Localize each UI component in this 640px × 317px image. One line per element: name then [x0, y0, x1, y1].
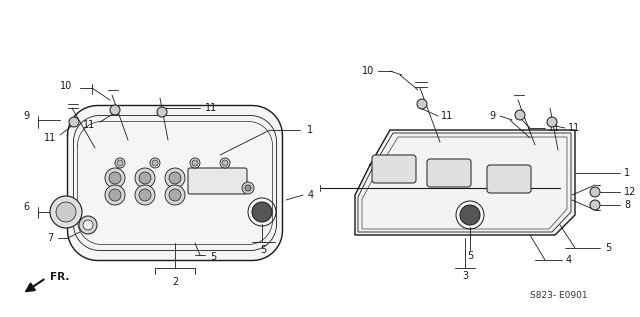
Circle shape: [190, 158, 200, 168]
Circle shape: [105, 168, 125, 188]
Circle shape: [157, 107, 167, 117]
Circle shape: [152, 160, 158, 166]
Text: 6: 6: [23, 202, 29, 212]
Circle shape: [135, 168, 155, 188]
Circle shape: [547, 117, 557, 127]
Circle shape: [242, 182, 254, 194]
FancyBboxPatch shape: [188, 168, 247, 194]
Text: 3: 3: [462, 271, 468, 281]
Circle shape: [83, 220, 93, 230]
Text: 11: 11: [441, 111, 453, 121]
Circle shape: [245, 185, 251, 191]
Text: 11: 11: [83, 120, 95, 130]
Text: 11: 11: [568, 123, 580, 133]
Text: 9: 9: [24, 111, 30, 121]
Text: S823- E0901: S823- E0901: [530, 290, 588, 300]
FancyBboxPatch shape: [427, 159, 471, 187]
Text: 5: 5: [605, 243, 611, 253]
Text: 5: 5: [210, 252, 216, 262]
Circle shape: [192, 160, 198, 166]
Text: 7: 7: [47, 233, 53, 243]
Text: FR.: FR.: [50, 272, 69, 282]
Circle shape: [252, 202, 272, 222]
Text: 4: 4: [308, 190, 314, 200]
Circle shape: [117, 160, 123, 166]
Text: 8: 8: [624, 200, 630, 210]
Circle shape: [105, 185, 125, 205]
Text: 11: 11: [548, 123, 560, 133]
Text: 4: 4: [566, 255, 572, 265]
Circle shape: [135, 185, 155, 205]
Circle shape: [165, 185, 185, 205]
Circle shape: [56, 202, 76, 222]
Text: 1: 1: [624, 168, 630, 178]
Circle shape: [460, 205, 480, 225]
Circle shape: [165, 168, 185, 188]
Text: 11: 11: [205, 103, 217, 113]
Polygon shape: [355, 130, 575, 235]
Circle shape: [110, 105, 120, 115]
Circle shape: [417, 99, 427, 109]
Circle shape: [590, 187, 600, 197]
Polygon shape: [67, 106, 282, 261]
Circle shape: [169, 189, 181, 201]
Circle shape: [115, 158, 125, 168]
Text: 10: 10: [362, 66, 374, 76]
Text: 12: 12: [624, 187, 636, 197]
Circle shape: [220, 158, 230, 168]
Circle shape: [139, 172, 151, 184]
Circle shape: [69, 117, 79, 127]
Circle shape: [515, 110, 525, 120]
Text: 2: 2: [172, 277, 178, 287]
Text: 1: 1: [307, 125, 313, 135]
Text: 5: 5: [260, 245, 266, 255]
FancyBboxPatch shape: [372, 155, 416, 183]
Text: 11: 11: [44, 133, 56, 143]
Circle shape: [150, 158, 160, 168]
FancyBboxPatch shape: [487, 165, 531, 193]
Text: 9: 9: [490, 111, 496, 121]
Text: 5: 5: [467, 251, 473, 261]
Circle shape: [590, 200, 600, 210]
Circle shape: [79, 216, 97, 234]
Circle shape: [222, 160, 228, 166]
Circle shape: [139, 189, 151, 201]
Circle shape: [50, 196, 82, 228]
Circle shape: [109, 189, 121, 201]
Circle shape: [109, 172, 121, 184]
Text: 10: 10: [60, 81, 72, 91]
Circle shape: [169, 172, 181, 184]
